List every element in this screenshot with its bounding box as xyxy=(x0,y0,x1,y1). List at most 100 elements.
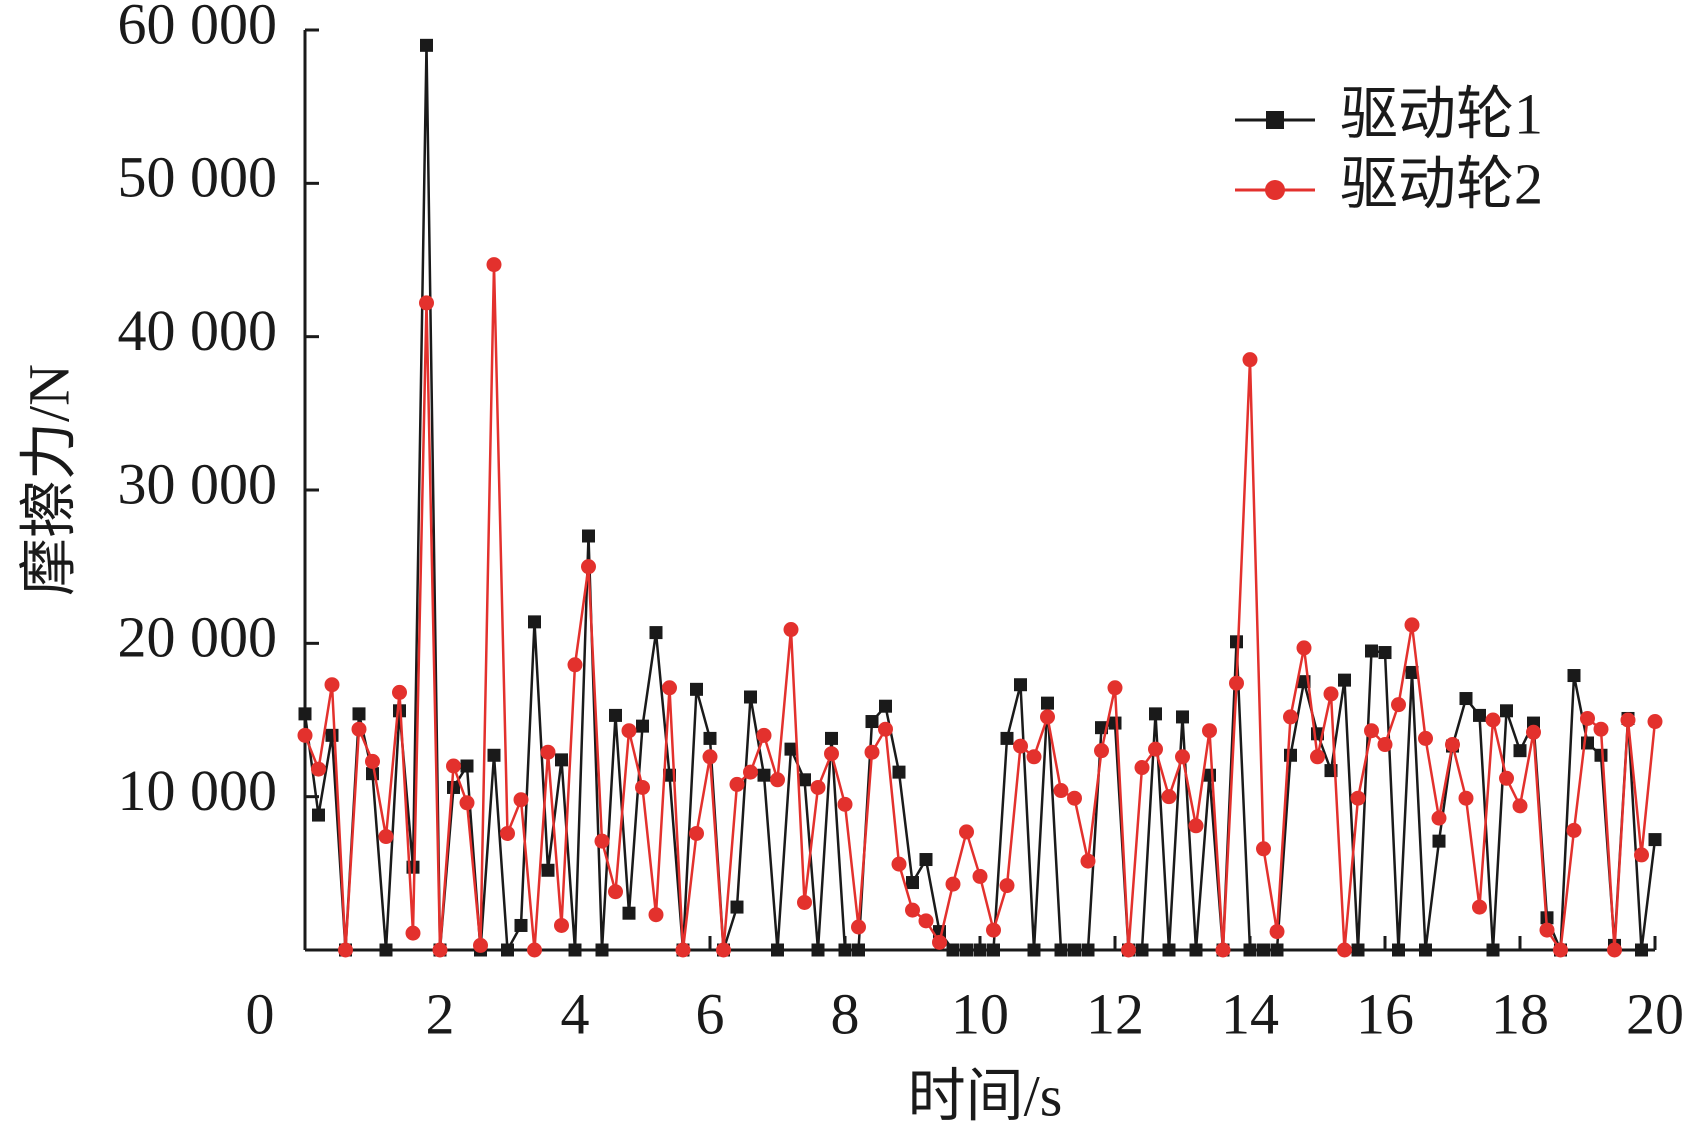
marker xyxy=(635,779,650,795)
marker xyxy=(1472,899,1487,915)
marker xyxy=(392,684,407,700)
marker xyxy=(1000,731,1014,745)
marker xyxy=(756,727,772,743)
marker xyxy=(446,758,461,774)
marker xyxy=(1635,943,1648,957)
marker xyxy=(797,894,812,910)
marker xyxy=(581,559,596,575)
marker xyxy=(1364,723,1379,739)
marker xyxy=(567,657,583,673)
marker xyxy=(298,707,312,721)
marker xyxy=(1014,678,1027,692)
marker xyxy=(838,943,852,957)
marker xyxy=(743,764,758,780)
marker xyxy=(1188,818,1204,834)
marker xyxy=(891,856,907,872)
marker xyxy=(919,853,933,867)
marker xyxy=(1040,709,1055,725)
marker xyxy=(1310,749,1325,765)
y-tick-label: 20 000 xyxy=(118,605,278,670)
marker xyxy=(1067,790,1082,806)
marker xyxy=(1607,942,1622,958)
marker xyxy=(959,824,974,840)
marker xyxy=(473,937,488,953)
marker xyxy=(1567,669,1581,683)
marker xyxy=(783,622,799,638)
marker xyxy=(325,728,339,742)
marker xyxy=(1378,646,1392,660)
marker xyxy=(460,759,474,773)
marker xyxy=(514,918,528,932)
marker xyxy=(865,715,879,729)
marker xyxy=(1189,943,1203,957)
marker xyxy=(608,884,623,900)
x-tick-label: 2 xyxy=(426,981,455,1046)
marker xyxy=(702,749,718,765)
marker xyxy=(1512,798,1528,814)
marker xyxy=(649,626,663,640)
marker xyxy=(1121,942,1136,958)
marker xyxy=(1283,709,1298,725)
marker xyxy=(703,731,717,745)
legend-label: 驱动轮1 xyxy=(1340,81,1543,146)
marker xyxy=(1148,741,1163,757)
marker xyxy=(837,796,853,812)
marker xyxy=(1080,853,1096,869)
marker xyxy=(1634,847,1649,863)
marker xyxy=(297,727,313,743)
marker xyxy=(906,876,919,890)
marker xyxy=(595,943,609,957)
marker xyxy=(1539,922,1555,938)
marker xyxy=(810,779,826,795)
marker xyxy=(1284,748,1297,762)
marker xyxy=(447,780,460,794)
marker xyxy=(1134,760,1150,776)
marker xyxy=(541,863,555,877)
marker xyxy=(366,767,379,781)
marker xyxy=(945,876,961,892)
marker xyxy=(987,943,1000,957)
marker xyxy=(1405,665,1419,679)
marker xyxy=(1230,635,1243,649)
marker xyxy=(918,913,934,929)
legend-label: 驱动轮2 xyxy=(1340,151,1543,216)
marker xyxy=(1094,743,1109,759)
marker xyxy=(594,833,610,849)
x-tick-label: 10 xyxy=(951,981,1009,1046)
marker xyxy=(1296,640,1312,656)
marker xyxy=(1473,708,1486,722)
marker xyxy=(864,744,880,760)
marker xyxy=(500,825,515,841)
marker xyxy=(609,708,622,722)
marker xyxy=(540,744,556,760)
y-tick-label: 30 000 xyxy=(118,451,278,516)
marker xyxy=(824,746,839,762)
x-tick-label: 18 xyxy=(1491,981,1549,1046)
marker xyxy=(1594,748,1608,762)
marker xyxy=(1229,675,1244,691)
marker xyxy=(501,943,514,957)
marker xyxy=(973,943,987,957)
marker xyxy=(554,917,569,933)
marker xyxy=(1013,738,1028,754)
marker xyxy=(744,690,757,704)
marker xyxy=(1580,710,1595,726)
marker xyxy=(851,919,866,935)
y-tick-label: 60 000 xyxy=(118,0,278,56)
marker xyxy=(1068,943,1081,957)
legend-marker xyxy=(1265,180,1285,200)
marker xyxy=(352,707,366,721)
marker xyxy=(1365,644,1378,658)
marker xyxy=(1499,770,1514,786)
marker xyxy=(811,943,825,957)
x-tick-label: 16 xyxy=(1356,981,1414,1046)
marker xyxy=(459,795,475,811)
marker xyxy=(771,943,784,957)
marker xyxy=(1256,841,1271,857)
marker xyxy=(311,761,326,777)
marker xyxy=(1513,744,1527,758)
marker xyxy=(1107,680,1123,696)
y-tick-label: 40 000 xyxy=(118,298,278,363)
marker xyxy=(621,723,637,739)
